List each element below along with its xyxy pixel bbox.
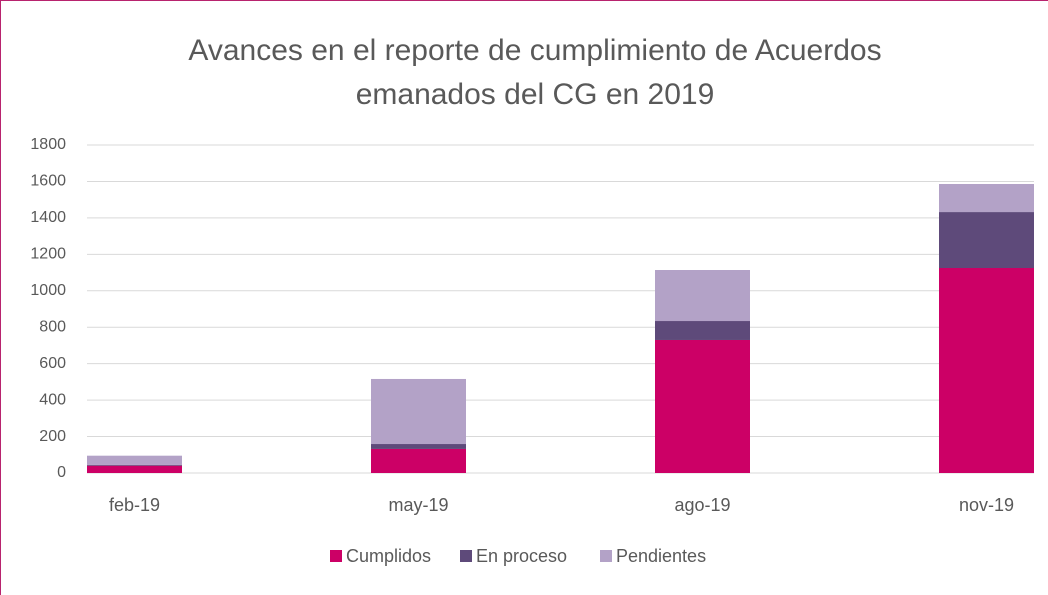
bar-segment	[371, 444, 466, 449]
y-tick-label: 1600	[30, 173, 66, 190]
bar-segment	[939, 212, 1034, 268]
y-tick-label: 1200	[30, 246, 66, 263]
legend-swatch	[330, 550, 342, 562]
legend-label: Pendientes	[616, 546, 706, 566]
x-tick-label: may-19	[388, 495, 448, 515]
bar-segment	[87, 465, 182, 473]
x-tick-label: nov-19	[959, 495, 1014, 515]
y-tick-label: 1400	[30, 209, 66, 226]
legend-label: Cumplidos	[346, 546, 431, 566]
chart-title: Avances en el reporte de cumplimiento de…	[188, 34, 881, 67]
bar-segment	[655, 270, 750, 322]
legend-label: En proceso	[476, 546, 567, 566]
legend-swatch	[460, 550, 472, 562]
x-tick-label: feb-19	[109, 495, 160, 515]
bar-segment	[87, 455, 182, 465]
y-tick-label: 800	[39, 318, 66, 335]
x-tick-label: ago-19	[674, 495, 730, 515]
y-tick-label: 400	[39, 391, 66, 408]
bar-segment	[939, 183, 1034, 213]
y-tick-label: 200	[39, 428, 66, 445]
bar-segment	[655, 339, 750, 473]
y-tick-label: 1000	[30, 282, 66, 299]
legend-swatch	[600, 550, 612, 562]
bar-segment	[371, 448, 466, 473]
bar-segment	[87, 464, 182, 466]
bar-segment	[655, 321, 750, 340]
bar-segment	[371, 378, 466, 445]
y-tick-label: 1800	[30, 136, 66, 153]
y-tick-label: 0	[57, 464, 66, 481]
bar-segment	[939, 268, 1034, 473]
y-tick-label: 600	[39, 355, 66, 372]
chart-title: emanados del CG en 2019	[356, 78, 715, 111]
